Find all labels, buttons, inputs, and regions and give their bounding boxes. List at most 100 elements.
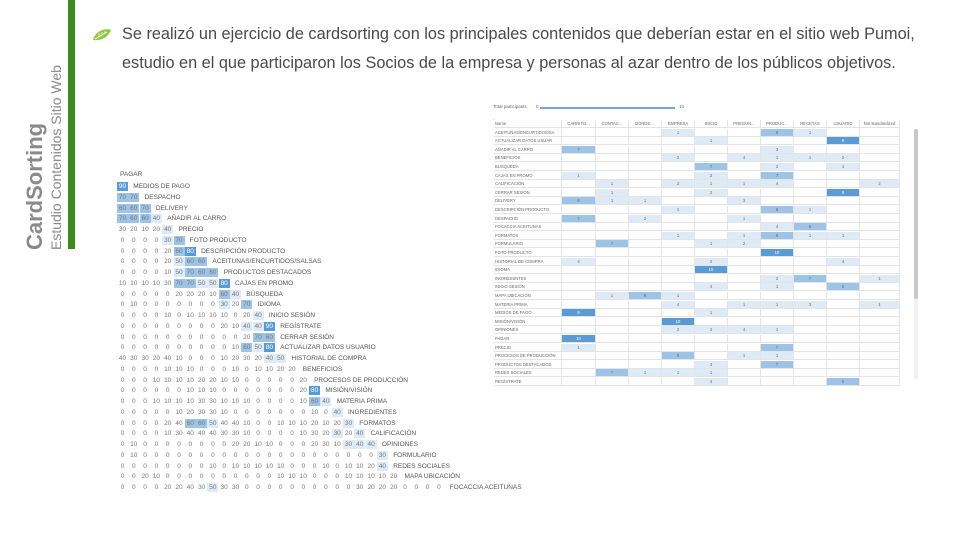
table-cell — [827, 309, 860, 318]
column-header[interactable]: EMPRESA — [662, 120, 695, 128]
matrix-cell: 0 — [165, 441, 170, 448]
column-header[interactable]: CARRITO... — [562, 120, 596, 128]
column-header[interactable]: Name — [494, 120, 562, 128]
matrix-cell: 0 — [131, 269, 136, 276]
table-cell — [662, 378, 695, 386]
matrix-cell: 60 — [196, 418, 208, 428]
matrix-cell: 0 — [131, 312, 136, 319]
column-header[interactable]: RECETAS — [794, 120, 827, 128]
matrix-cell: 0 — [233, 451, 238, 459]
column-header[interactable]: Not standardized — [860, 120, 900, 128]
matrix-cell: 0 — [312, 462, 317, 470]
table-cell — [860, 145, 900, 154]
matrix-cell: 0 — [120, 247, 125, 255]
matrix-cell: 20 — [299, 387, 307, 395]
matrix-cell: 10 — [209, 312, 217, 319]
table-cell: 2 — [695, 257, 728, 266]
table-cell — [827, 274, 860, 283]
matrix-cell: 0 — [131, 387, 136, 395]
matrix-cell: 40 — [209, 430, 217, 438]
table-cell — [794, 378, 827, 386]
matrix-cell: 0 — [256, 387, 260, 395]
table-cell — [662, 137, 695, 146]
matrix-cell: 20 — [197, 376, 206, 384]
matrix-cell: 10 — [265, 441, 273, 448]
matrix-cell: 30 — [197, 484, 206, 491]
matrix-cell: 20 — [231, 355, 240, 362]
table-cell — [562, 206, 596, 214]
matrix-cell: 0 — [154, 387, 159, 395]
column-header[interactable]: USUARIO — [827, 120, 860, 128]
table-cell — [695, 214, 728, 223]
scrollbar-thumb[interactable] — [914, 129, 918, 299]
matrix-cell: 90 — [117, 182, 128, 191]
matrix-cell: 10 — [152, 398, 160, 405]
matrix-cell: 0 — [131, 365, 136, 373]
matrix-cell: 70 — [184, 278, 196, 288]
table-cell: 4 — [761, 180, 794, 189]
table-cell: 1 — [794, 206, 827, 214]
table-cell — [728, 317, 761, 326]
matrix-cell: 0 — [177, 344, 181, 352]
table-cell: 2 — [662, 326, 695, 335]
table-cell — [662, 283, 695, 292]
matrix-cell: 10 — [243, 419, 251, 427]
matrix-cell: 10 — [333, 441, 341, 448]
table-cell — [827, 206, 860, 214]
table-cell — [794, 188, 827, 197]
matrix-cell: 30 — [130, 355, 138, 362]
table-cell: 1 — [562, 171, 596, 180]
table-cell — [562, 378, 596, 386]
table-cell — [695, 231, 728, 240]
matrix-row-label: ACEITUNAS/ENCURTIDOS/SALSAS — [212, 258, 322, 266]
table-cell — [728, 266, 761, 275]
matrix-cell: 30 — [310, 430, 319, 438]
table-cell — [662, 171, 695, 180]
table-cell — [629, 317, 662, 326]
table-cell — [728, 145, 761, 154]
matrix-cell: 20 — [367, 462, 375, 470]
matrix-cell: 0 — [278, 451, 283, 459]
column-header[interactable]: DÓNDE ... — [629, 120, 662, 128]
table-cell — [761, 317, 794, 326]
row-label: CALIFICACIÓN — [494, 180, 562, 189]
table-cell — [629, 326, 662, 335]
matrix-cell: 70 — [139, 203, 151, 213]
table-cell: 4 — [728, 154, 761, 163]
table-cell — [827, 266, 860, 275]
matrix-cell: 30 — [209, 398, 217, 405]
table-cell — [662, 266, 695, 275]
column-header[interactable]: INICIO — [695, 120, 728, 128]
table-cell — [695, 335, 728, 343]
table-cell — [695, 274, 728, 283]
table-cell — [827, 292, 860, 300]
matrix-cell: 70 — [184, 268, 196, 277]
matrix-cell: 0 — [301, 441, 306, 448]
matrix-cell: 0 — [165, 290, 170, 298]
matrix-row-label: HISTORIAL DE COMPRA — [291, 355, 367, 362]
matrix-cell: 0 — [131, 408, 136, 416]
table-cell: 1 — [596, 292, 629, 300]
matrix-cell: 0 — [131, 484, 136, 491]
table-cell — [596, 283, 629, 292]
table-cell — [562, 128, 596, 137]
column-header[interactable]: PREGUN... — [728, 120, 761, 128]
table-cell: 7 — [596, 240, 629, 249]
table-cell: 1 — [695, 240, 728, 249]
matrix-row-label: PRECIO — [178, 226, 204, 233]
column-header[interactable]: CONTAC... — [596, 120, 629, 128]
matrix-cell: 0 — [143, 258, 147, 266]
table-cell: 9 — [827, 137, 860, 146]
matrix-cell: 30 — [118, 226, 127, 233]
column-header[interactable]: PRODUC... — [761, 120, 794, 128]
matrix-cell: 0 — [143, 344, 147, 352]
matrix-cell: 0 — [324, 408, 328, 416]
matrix-cell: 0 — [143, 236, 147, 244]
vertical-scrollbar[interactable] — [914, 129, 918, 379]
table-cell — [562, 223, 596, 232]
matrix-cell: 70 — [117, 192, 128, 202]
matrix-cell: 0 — [165, 333, 170, 341]
matrix-cell: 0 — [154, 301, 159, 309]
matrix-cell: 20 — [164, 419, 172, 427]
table-cell: 1 — [728, 231, 761, 240]
